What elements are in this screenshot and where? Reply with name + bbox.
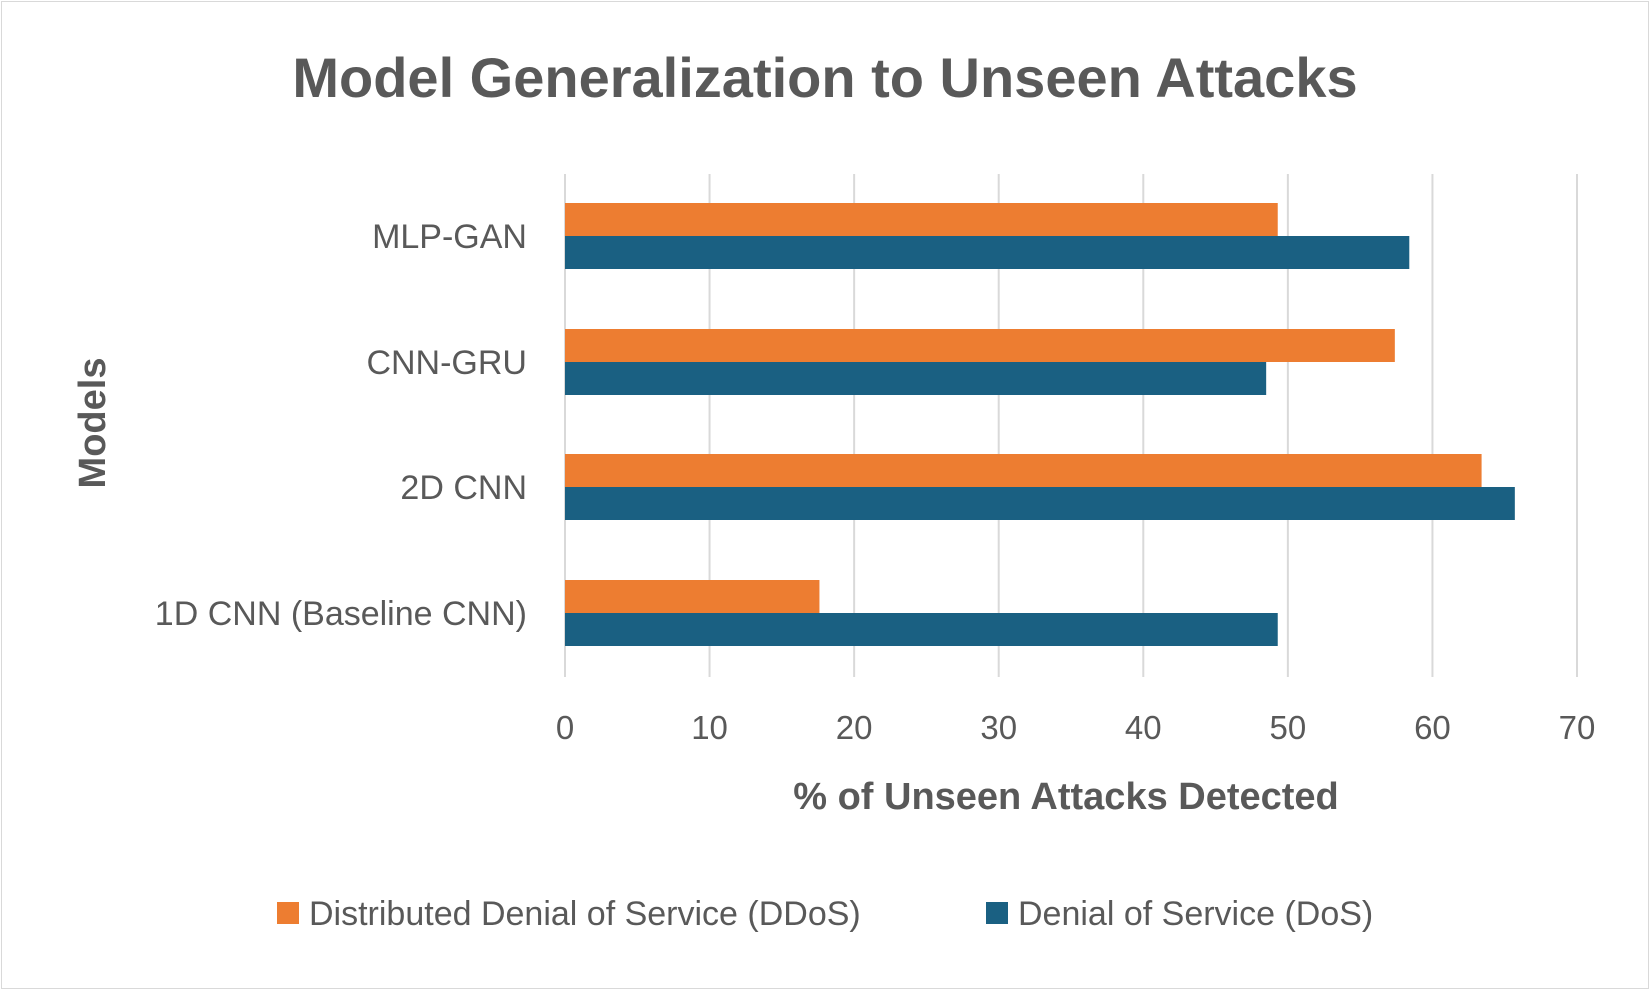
bar-ddos-1 — [565, 329, 1395, 362]
legend-label-dos: Denial of Service (DoS) — [1018, 895, 1373, 933]
x-axis-title: % of Unseen Attacks Detected — [793, 776, 1339, 818]
legend-swatch-ddos — [277, 902, 299, 924]
category-label: MLP-GAN — [372, 218, 527, 256]
y-axis-title: Models — [72, 358, 114, 489]
x-tick-label: 50 — [1269, 709, 1306, 746]
x-tick-label: 20 — [836, 709, 873, 746]
bar-dos-2 — [565, 487, 1515, 520]
bar-ddos-3 — [565, 580, 820, 613]
category-labels: MLP-GAN CNN-GRU 2D CNN 1D CNN (Baseline CNN… — [155, 218, 527, 633]
bars — [565, 203, 1515, 646]
category-label: 1D CNN (Baseline CNN) — [155, 595, 527, 633]
x-tick-label: 40 — [1125, 709, 1162, 746]
x-tick-label: 10 — [691, 709, 728, 746]
legend-label-ddos: Distributed Denial of Service (DDoS) — [309, 895, 861, 933]
bar-ddos-2 — [565, 454, 1482, 487]
category-label: 2D CNN — [400, 469, 527, 507]
legend-swatch-dos — [986, 902, 1008, 924]
chart-title: Model Generalization to Unseen Attacks — [292, 46, 1357, 109]
bar-dos-3 — [565, 613, 1278, 646]
tick-labels: 0 10 20 30 40 50 60 70 — [556, 709, 1596, 746]
x-tick-label: 60 — [1414, 709, 1451, 746]
bar-ddos-0 — [565, 203, 1278, 236]
legend: Distributed Denial of Service (DDoS) Deni… — [277, 895, 1373, 933]
x-tick-label: 70 — [1559, 709, 1596, 746]
bar-dos-0 — [565, 236, 1410, 269]
category-label: CNN-GRU — [366, 344, 527, 382]
bar-dos-1 — [565, 362, 1267, 395]
x-tick-label: 30 — [980, 709, 1017, 746]
x-tick-label: 0 — [556, 709, 574, 746]
